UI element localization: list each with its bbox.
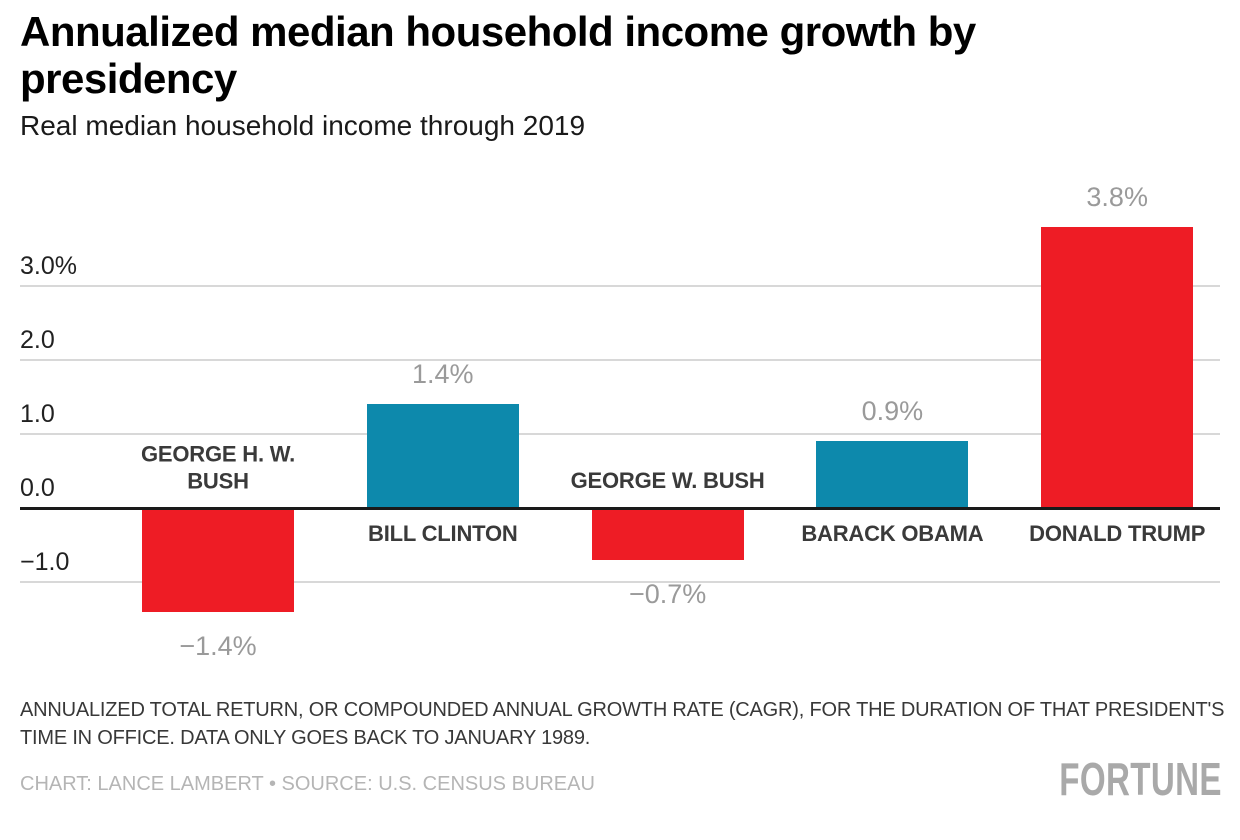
- gridline: [20, 359, 1220, 361]
- y-tick-label: −1.0: [20, 548, 70, 576]
- footnote: ANNUALIZED TOTAL RETURN, OR COMPOUNDED A…: [20, 696, 1224, 752]
- bar-name-label: BARACK OBAMA: [801, 521, 984, 546]
- gridline: [20, 581, 1220, 583]
- y-tick-label: 2.0: [20, 326, 55, 354]
- chart-subtitle: Real median household income through 201…: [20, 110, 586, 141]
- bar: [1041, 226, 1194, 508]
- bar-name-label: GEORGE W. BUSH: [570, 468, 765, 494]
- fortune-logo: FORTUNE: [1059, 753, 1222, 805]
- footnote-line: TIME IN OFFICE. DATA ONLY GOES BACK TO J…: [20, 727, 591, 749]
- bar-chart: 3.0% 2.0 1.0 0.0 −1.0 GEORGE H. W. BUSH −1.4% B…: [0, 170, 1240, 690]
- y-tick-label: 0.0: [20, 474, 55, 502]
- footnote-line: ANNUALIZED TOTAL RETURN, OR COMPOUNDED A…: [20, 699, 1225, 721]
- bar: [816, 441, 969, 508]
- bar-name-label: DONALD TRUMP: [1029, 521, 1206, 546]
- bar: [142, 508, 294, 612]
- bar: [366, 404, 519, 508]
- bar: [591, 508, 744, 560]
- bar-name-label: GEORGE H. W. BUSH: [140, 441, 296, 494]
- y-tick-label: 3.0%: [20, 252, 77, 280]
- chart-title: Annualized median household income growt…: [20, 8, 976, 103]
- gridline: [20, 285, 1220, 287]
- bar-value-label: 0.9%: [861, 396, 924, 427]
- bar-name-label: BILL CLINTON: [368, 521, 518, 546]
- zero-axis-line: [20, 506, 1220, 510]
- bar-value-label: −1.4%: [179, 630, 257, 661]
- y-tick-label: 1.0: [20, 400, 55, 428]
- bar-value-label: 1.4%: [412, 359, 474, 390]
- bar-value-label: −0.7%: [628, 578, 707, 609]
- bar-value-label: 3.8%: [1086, 181, 1148, 212]
- gridline: [20, 433, 1220, 435]
- credit-line: CHART: LANCE LAMBERT • SOURCE: U.S. CENS…: [20, 773, 595, 795]
